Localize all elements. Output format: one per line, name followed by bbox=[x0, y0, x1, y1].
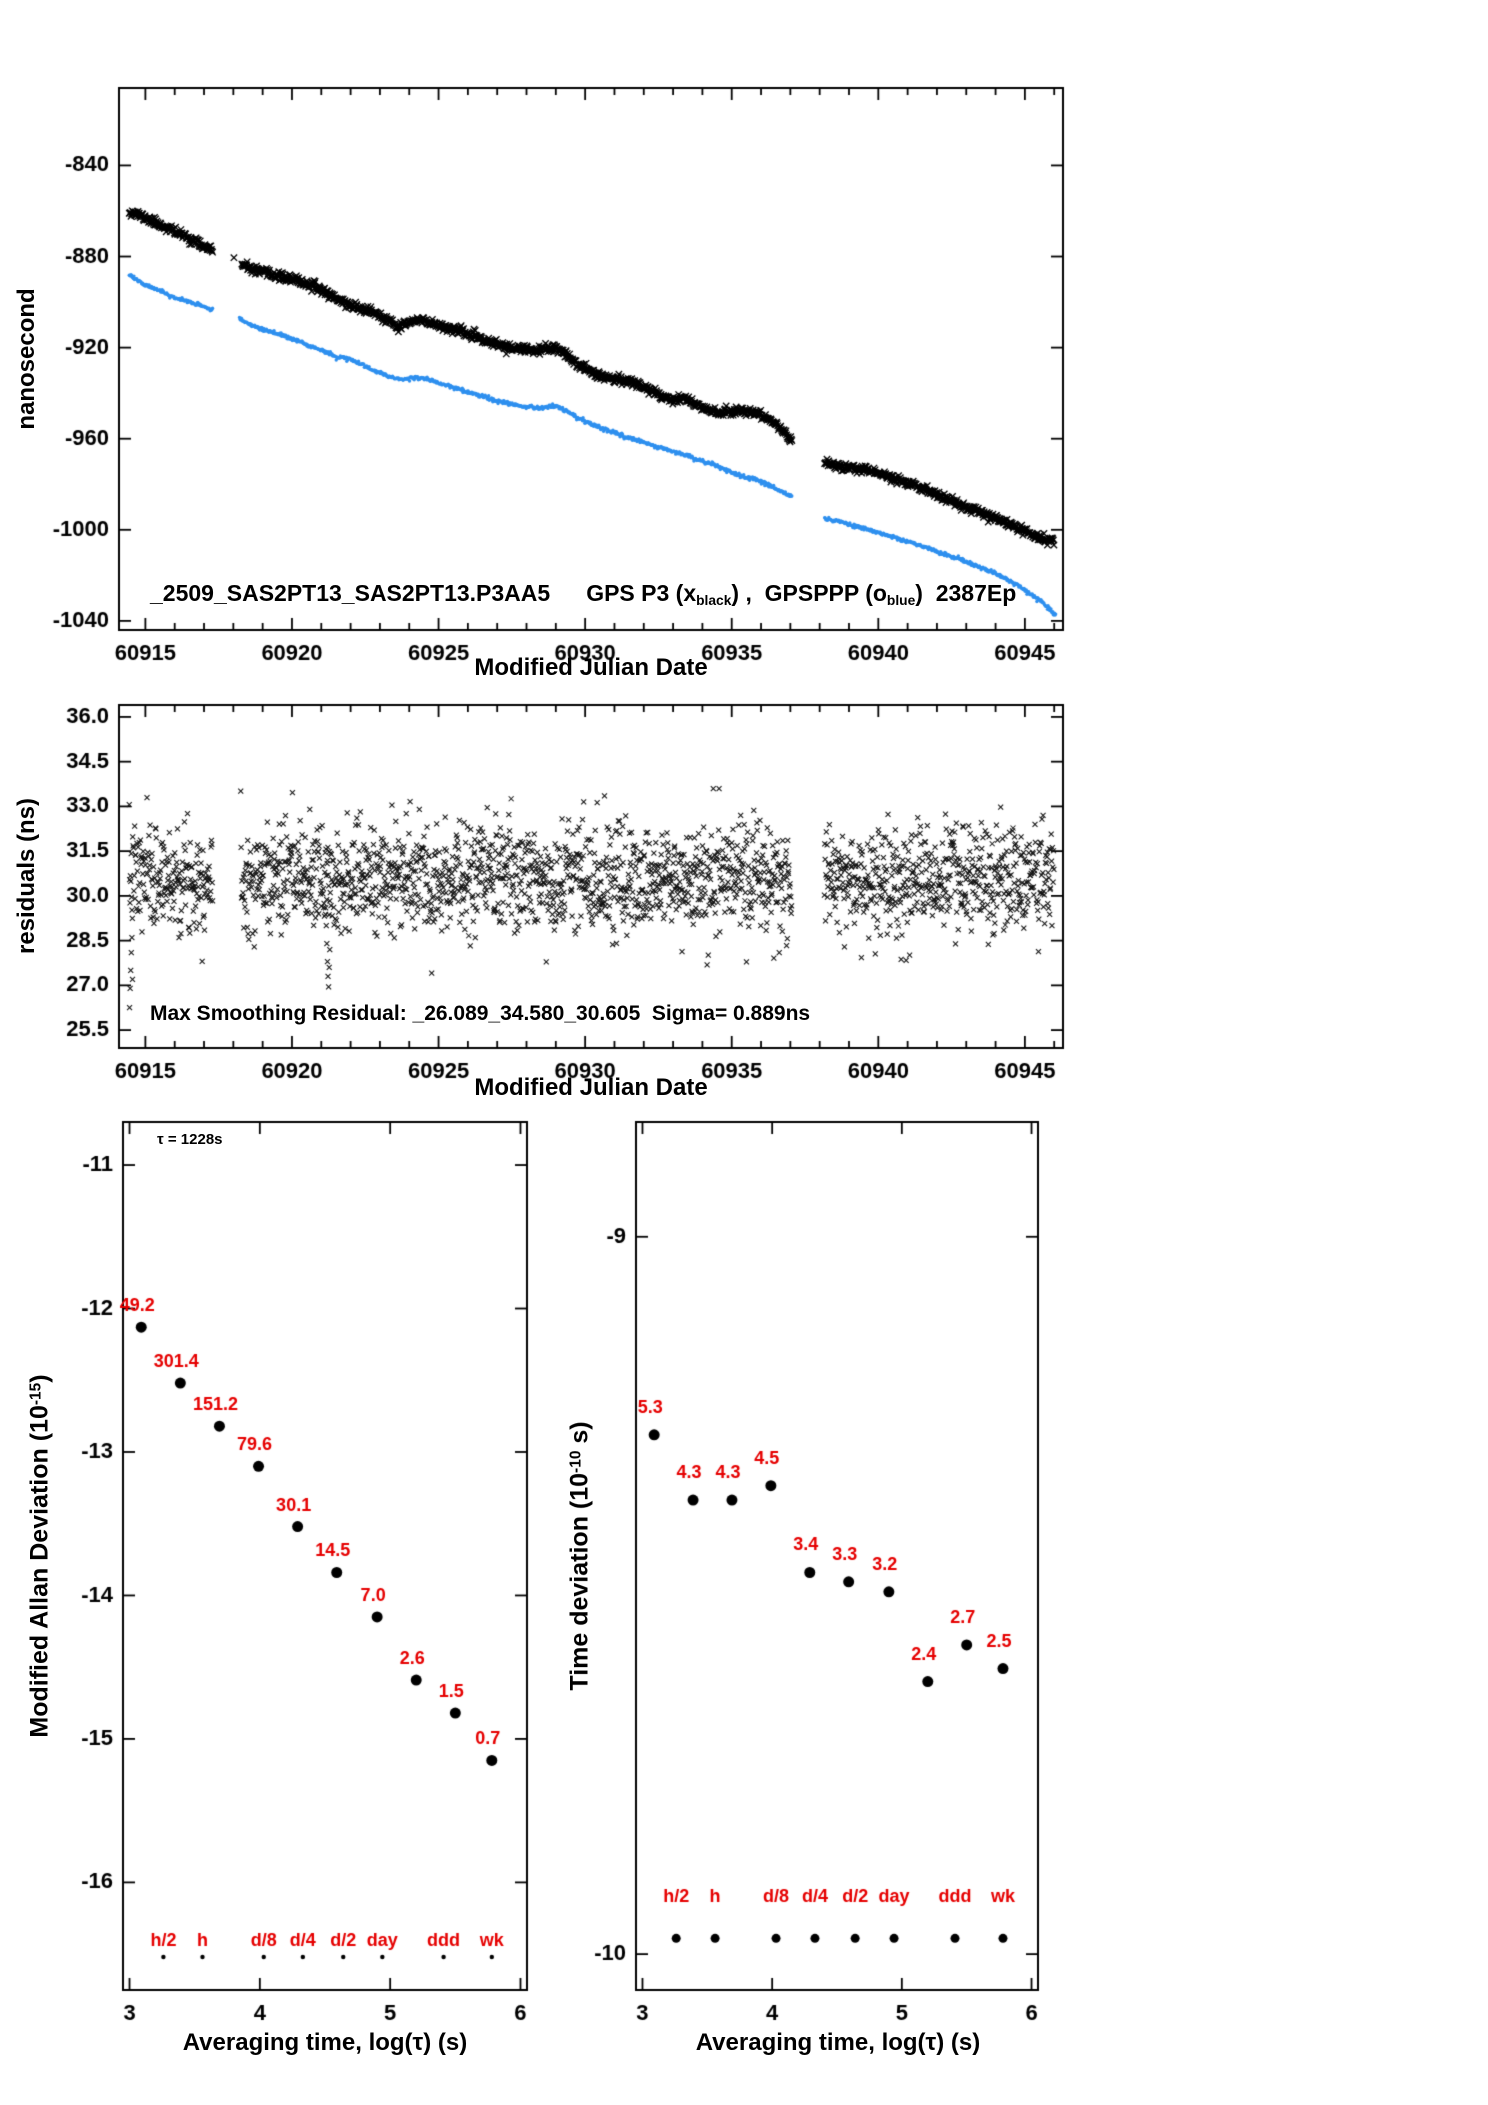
annotation-gpsppp: ) , GPSPPP (o bbox=[731, 580, 887, 606]
madev-label-exponent: -15 bbox=[27, 1382, 45, 1406]
y-axis-label-nanosecond: nanosecond bbox=[13, 288, 40, 430]
annotation-gpsp3: GPS P3 (x bbox=[586, 580, 697, 606]
tdev-label-suffix: s) bbox=[565, 1421, 594, 1451]
x-axis-label-mjd-top: Modified Julian Date bbox=[474, 654, 708, 681]
annotation-epochs: ) 2387Ep bbox=[915, 580, 1017, 606]
annotation-sub-black: black bbox=[696, 593, 732, 609]
x-axis-label-avgtime-left: Averaging time, log(τ) (s) bbox=[182, 2029, 468, 2056]
tdev-label-prefix: Time deviation (10 bbox=[565, 1472, 594, 1691]
madev-label-suffix: ) bbox=[25, 1374, 54, 1383]
y-axis-label-tdev: Time deviation (10-10 s) bbox=[566, 1421, 595, 1690]
y-axis-label-madev: Modified Allan Deviation (10-15) bbox=[26, 1374, 55, 1737]
annotation-file-id: _2509_SAS2PT13_SAS2PT13.P3AA5 bbox=[150, 580, 551, 606]
x-axis-label-mjd-middle: Modified Julian Date bbox=[474, 1074, 708, 1101]
y-axis-label-residuals: residuals (ns) bbox=[13, 797, 40, 955]
madev-label-prefix: Modified Allan Deviation (10 bbox=[25, 1405, 54, 1738]
phase-plot-annotation: _2509_SAS2PT13_SAS2PT13.P3AA5 GPS P3 (xbl… bbox=[150, 580, 1017, 609]
tdev-label-exponent: -10 bbox=[567, 1450, 585, 1473]
x-axis-label-avgtime-right: Averaging time, log(τ) (s) bbox=[695, 2029, 981, 2056]
tau-annotation: τ = 1228s bbox=[157, 1131, 223, 1148]
residuals-annotation: Max Smoothing Residual: _26.089_34.580_3… bbox=[150, 1002, 811, 1025]
annotation-sub-blue: blue bbox=[886, 593, 916, 609]
